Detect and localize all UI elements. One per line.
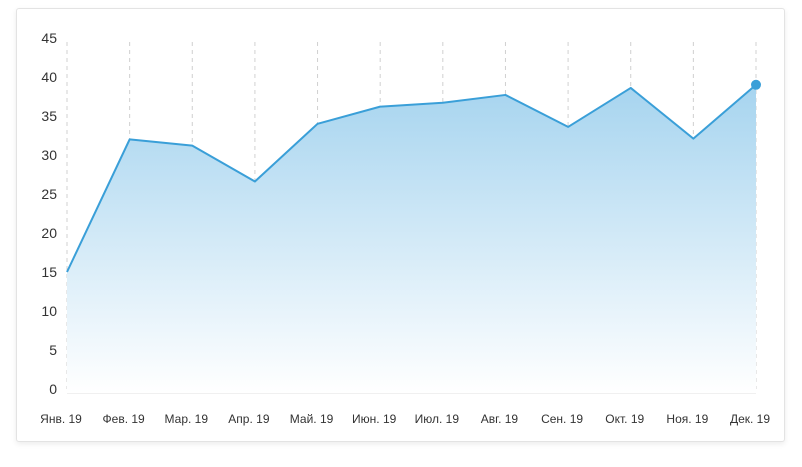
- x-tick-label: Авг. 19: [481, 412, 519, 426]
- series-line: [66, 84, 757, 273]
- y-axis-ticks: 0 5 10 15 20 25 30 35 40 45: [41, 30, 57, 397]
- area-path: [67, 84, 756, 394]
- x-axis-ticks: Янв. 19 Фев. 19 Мар. 19 Апр. 19 Май. 19 Июн. …: [40, 412, 770, 426]
- x-tick-label: Сен. 19: [541, 412, 583, 426]
- x-tick-label: Апр. 19: [228, 412, 270, 426]
- y-tick-label: 10: [41, 303, 57, 319]
- x-tick-label: Янв. 19: [40, 412, 82, 426]
- y-tick-label: 25: [41, 186, 57, 202]
- y-tick-label: 0: [49, 381, 57, 397]
- y-tick-label: 40: [41, 69, 57, 85]
- area-fill: [67, 84, 756, 394]
- last-point-marker: [751, 79, 761, 90]
- x-tick-label: Июл. 19: [415, 412, 460, 426]
- y-tick-label: 35: [41, 108, 57, 124]
- x-tick-label: Май. 19: [290, 412, 334, 426]
- data-point-marker[interactable]: [751, 79, 761, 90]
- x-tick-label: Июн. 19: [352, 412, 397, 426]
- x-tick-label: Фев. 19: [103, 412, 146, 426]
- x-tick-label: Окт. 19: [605, 412, 644, 426]
- x-tick-label: Дек. 19: [730, 412, 770, 426]
- line-path: [66, 84, 757, 273]
- x-tick-label: Ноя. 19: [666, 412, 708, 426]
- y-tick-label: 5: [49, 342, 57, 358]
- y-tick-label: 30: [41, 147, 57, 163]
- y-tick-label: 45: [41, 30, 57, 46]
- x-tick-label: Мар. 19: [165, 412, 209, 426]
- y-tick-label: 20: [41, 225, 57, 241]
- y-tick-label: 15: [41, 264, 57, 280]
